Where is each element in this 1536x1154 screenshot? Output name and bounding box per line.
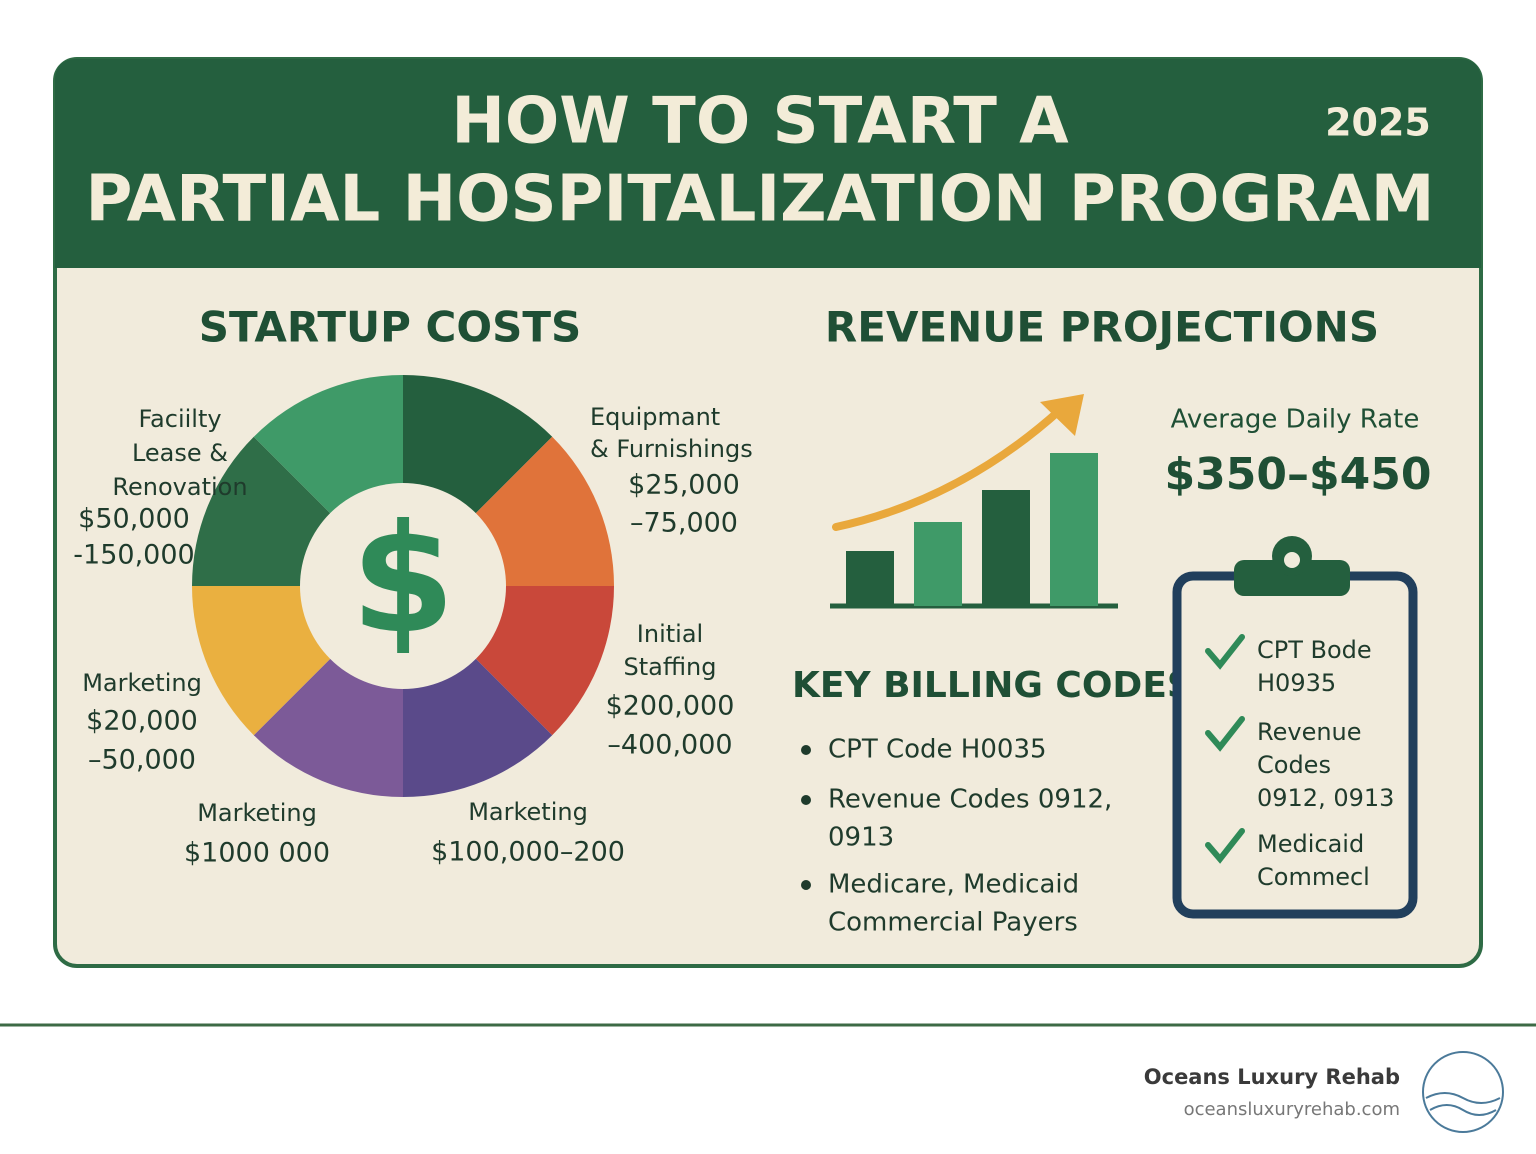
title: HOW TO START A [451,85,1069,159]
content: Faciilty Lease & Renovation $50,000 -150,000… [73,403,1394,938]
cost-label: $100,000–200 [431,837,625,868]
cost-label: Initial [637,620,703,648]
cost-label: Lease & [132,439,228,467]
bullet [801,880,811,890]
cost-label: –75,000 [630,508,738,539]
cost-label: –400,000 [607,730,732,761]
cost-label: Faciilty [138,405,221,433]
dollar-icon: $ [351,493,455,667]
bullet [801,795,811,805]
checkmark [1205,828,1245,864]
cost-label: Marketing [82,669,202,697]
cost-label: Staffing [624,653,717,681]
cost-label: -150,000 [73,540,194,571]
clipboard-item: H0935 [1257,669,1336,697]
year: 2025 [1325,101,1431,145]
billing-item: 0913 [828,823,894,853]
cost-label: Marketing [468,798,588,826]
cost-label: $25,000 [628,470,740,501]
cost-label: $200,000 [606,691,735,722]
cost-label: Renovation [112,473,247,501]
growth-icon [830,394,1118,609]
header-band [55,59,1481,268]
rate-label: Average Daily Rate [1171,405,1420,435]
donut-hole [300,483,506,689]
clipboard-item: Commecl [1257,863,1370,891]
title: PARTIAL HOSPITALIZATION PROGRAM [86,163,1435,237]
logo [1422,1051,1504,1133]
checkmark [1205,634,1245,670]
url: oceansluxuryrehab.com [1184,1099,1400,1120]
section-heading: KEY BILLING CODES [792,665,1193,706]
cost-label: $1000 000 [184,838,330,869]
clipboard-item: CPT Bode [1257,636,1372,664]
section-heading: STARTUP COSTS [199,303,581,352]
billing-item: CPT Code H0035 [828,735,1047,765]
bullet [801,745,811,755]
clipboard-item: 0912, 0913 [1257,784,1394,812]
cost-label: $20,000 [86,706,198,737]
section-heading: REVENUE PROJECTIONS [825,303,1379,352]
brand: Oceans Luxury Rehab [1144,1065,1400,1089]
clipboard-item: Codes [1257,751,1331,779]
clipboard [1172,536,1418,919]
clipboard-item: Revenue [1257,718,1362,746]
billing-item: Medicare, Medicaid [828,870,1079,900]
checkmark [1205,716,1245,752]
cost-label: & Furnishings [590,435,753,463]
billing-item: Commercial Payers [828,908,1078,938]
clipboard-item: Medicaid [1257,830,1364,858]
cost-label: Marketing [197,799,317,827]
rate-value: $350–$450 [1165,449,1432,500]
billing-item: Revenue Codes 0912, [828,785,1112,815]
cost-label: Equipmant [590,403,720,431]
cost-label: –50,000 [88,745,196,776]
cost-label: $50,000 [78,504,190,535]
